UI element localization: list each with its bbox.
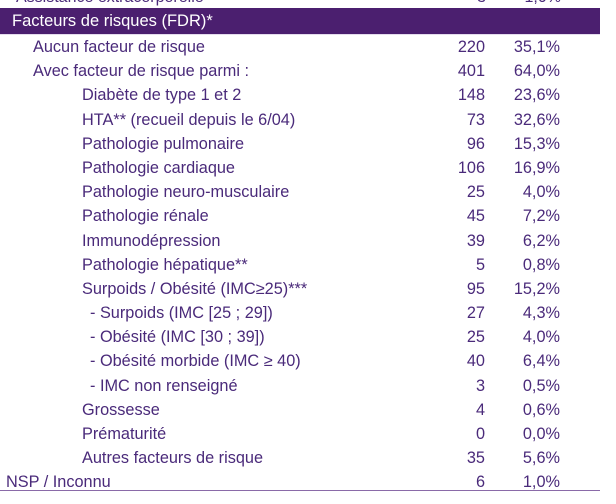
row-count: 25 <box>466 328 485 347</box>
row-percent: 15,3% <box>513 134 560 153</box>
row-label: Pathologie rénale <box>82 207 209 226</box>
table-row: Pathologie hépatique** 5 0,8% <box>0 253 616 277</box>
table-row: Autres facteurs de risque 35 5,6% <box>0 446 616 470</box>
row-label: - Obésité (IMC [30 ; 39]) <box>90 328 265 347</box>
row-label: Pathologie pulmonaire <box>82 134 245 153</box>
row-label: Diabète de type 1 et 2 <box>82 86 242 105</box>
row-percent: 16,9% <box>513 158 560 177</box>
table-row: HTA** (recueil depuis le 6/04) 73 32,6% <box>0 108 616 132</box>
row-label: Avec facteur de risque parmi : <box>33 62 249 81</box>
row-count: 5 <box>475 255 485 274</box>
row-count: 95 <box>466 279 485 298</box>
row-count: 3 <box>477 0 486 8</box>
row-count: 96 <box>466 134 485 153</box>
table-row: Pathologie cardiaque 106 16,9% <box>0 156 616 180</box>
table-row: NSP / Inconnu 6 1,0% <box>0 470 616 494</box>
row-percent: 0,6% <box>522 400 560 419</box>
row-label: Prématurité <box>82 425 167 443</box>
table-row: Avec facteur de risque parmi : 401 64,0% <box>0 59 616 83</box>
row-percent: 4,0% <box>522 328 560 347</box>
row-label: Assistance extracorporelle <box>16 0 204 8</box>
row-label: Surpoids / Obésité (IMC≥25)*** <box>82 279 308 298</box>
table-row: Immunodépression 39 6,2% <box>0 229 616 253</box>
row-label: NSP / Inconnu <box>6 473 111 492</box>
row-label: Pathologie cardiaque <box>82 158 235 177</box>
table-row: - IMC non renseigné 3 0,5% <box>0 374 616 398</box>
row-count: 45 <box>466 207 485 226</box>
row-percent: 32,6% <box>513 110 560 129</box>
row-percent: 7,2% <box>522 207 560 226</box>
table-row: Grossesse 4 0,6% <box>0 398 616 422</box>
row-count: 35 <box>466 449 485 468</box>
row-percent: 4,0% <box>522 183 560 202</box>
row-percent: 0,8% <box>522 255 560 274</box>
row-count: 27 <box>466 304 485 323</box>
row-percent: 64,0% <box>513 62 560 81</box>
table-row: - Obésité (IMC [30 ; 39]) 25 4,0% <box>0 325 616 349</box>
row-count: 4 <box>475 400 485 419</box>
row-percent: 6,2% <box>522 231 560 250</box>
row-percent: 1,0% <box>525 0 561 8</box>
table-row: - Obésité morbide (IMC ≥ 40) 40 6,4% <box>0 349 616 373</box>
row-percent: 15,2% <box>513 279 560 298</box>
row-percent: 4,3% <box>522 304 560 323</box>
row-count: 401 <box>457 62 485 81</box>
row-label: Pathologie hépatique** <box>82 255 248 274</box>
table-row: Aucun facteur de risque 220 35,1% <box>0 35 616 59</box>
row-count: 3 <box>475 376 485 395</box>
row-percent: 5,6% <box>522 449 560 468</box>
section-header: Facteurs de risques (FDR)* <box>0 8 600 34</box>
row-count: 0 <box>475 425 485 443</box>
table-bottom-border <box>0 490 600 491</box>
table-row: Prématurité 0 0,0% <box>0 422 616 446</box>
row-label: Aucun facteur de risque <box>33 38 205 56</box>
table-row: Pathologie rénale 45 7,2% <box>0 204 616 228</box>
section-title: Facteurs de risques (FDR)* <box>12 12 213 30</box>
row-count: 73 <box>466 110 485 129</box>
clipped-previous-row: Assistance extracorporelle 3 1,0% <box>0 0 616 8</box>
row-count: 6 <box>475 473 485 492</box>
row-count: 148 <box>457 86 485 105</box>
row-count: 40 <box>466 352 485 371</box>
row-percent: 0,0% <box>522 425 560 443</box>
row-label: Immunodépression <box>82 231 221 250</box>
row-count: 220 <box>457 38 485 56</box>
row-percent: 1,0% <box>522 473 560 492</box>
row-label: HTA** (recueil depuis le 6/04) <box>82 110 296 129</box>
row-label: Autres facteurs de risque <box>82 449 263 468</box>
row-count: 106 <box>457 158 485 177</box>
row-label: - Surpoids (IMC [25 ; 29]) <box>90 304 273 323</box>
row-label: Grossesse <box>82 400 160 419</box>
table-row: - Surpoids (IMC [25 ; 29]) 27 4,3% <box>0 301 616 325</box>
row-label: - IMC non renseigné <box>90 376 238 395</box>
row-label: - Obésité morbide (IMC ≥ 40) <box>90 352 301 371</box>
row-percent: 6,4% <box>522 352 560 371</box>
table-row: Surpoids / Obésité (IMC≥25)*** 95 15,2% <box>0 277 616 301</box>
row-count: 39 <box>466 231 485 250</box>
table-row: Diabète de type 1 et 2 148 23,6% <box>0 83 616 107</box>
row-percent: 35,1% <box>513 38 560 56</box>
table-row: Pathologie neuro-musculaire 25 4,0% <box>0 180 616 204</box>
divider <box>0 34 600 35</box>
table-row: Pathologie pulmonaire 96 15,3% <box>0 132 616 156</box>
row-percent: 0,5% <box>522 376 560 395</box>
row-label: Pathologie neuro-musculaire <box>82 183 290 202</box>
risk-factor-table: Aucun facteur de risque 220 35,1% Avec f… <box>0 35 616 495</box>
row-count: 25 <box>466 183 485 202</box>
row-percent: 23,6% <box>513 86 560 105</box>
